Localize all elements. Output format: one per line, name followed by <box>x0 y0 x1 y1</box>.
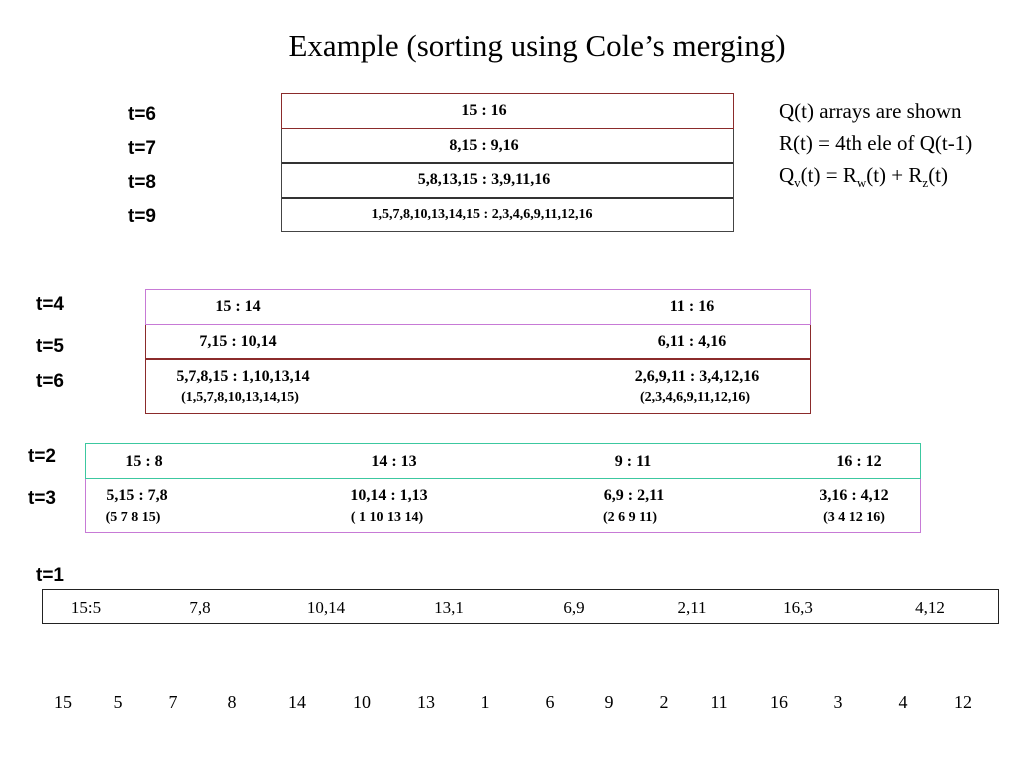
time-label-t2: t=2 <box>28 446 56 467</box>
legend-notes: Q(t) arrays are shown R(t) = 4th ele of … <box>779 95 972 199</box>
pair-t1-4: 13,1 <box>434 598 464 617</box>
array-t5-right: 6,11 : 4,16 <box>657 333 727 350</box>
row-box-t2 <box>85 443 921 479</box>
row-box-t6 <box>281 93 734 129</box>
input-value: 1 <box>480 692 490 712</box>
array-t9: 1,5,7,8,10,13,14,15 : 2,3,4,6,9,11,12,16 <box>371 207 593 222</box>
time-label-t1: t=1 <box>36 565 64 586</box>
pair-t1-7: 16,3 <box>783 598 813 617</box>
merged-t6-right: (2,3,4,6,9,11,12,16) <box>639 390 751 405</box>
divider-t5-t6 <box>146 358 810 360</box>
array-t2-3: 9 : 11 <box>614 453 652 470</box>
merged-t3-3: (2 6 9 11) <box>602 510 658 525</box>
array-t2-4: 16 : 12 <box>836 453 882 470</box>
input-value: 3 <box>833 692 843 712</box>
time-label-t5: t=5 <box>36 336 64 357</box>
input-value: 6 <box>545 692 555 712</box>
time-label-t3: t=3 <box>28 488 56 509</box>
time-label-t4: t=4 <box>36 294 64 315</box>
time-label-t7: t=7 <box>128 138 156 159</box>
input-value: 15 <box>54 692 72 712</box>
divider-t7-t8 <box>282 162 733 164</box>
merged-t3-4: (3 4 12 16) <box>823 510 885 525</box>
pair-t1-8: 4,12 <box>915 598 945 617</box>
array-t3-2: 10,14 : 1,13 <box>350 487 428 504</box>
array-t5-left: 7,15 : 10,14 <box>199 333 277 350</box>
array-t4-left: 15 : 14 <box>215 298 261 315</box>
pair-t1-1: 15:5 <box>70 598 102 617</box>
array-t3-1: 5,15 : 7,8 <box>106 487 168 504</box>
pair-t1-2: 7,8 <box>189 598 211 617</box>
array-t3-3: 6,9 : 2,11 <box>603 487 665 504</box>
input-value: 7 <box>168 692 178 712</box>
array-t4-right: 11 : 16 <box>669 298 715 315</box>
input-value: 13 <box>417 692 435 712</box>
array-t3-4: 3,16 : 4,12 <box>819 487 889 504</box>
array-box-t1 <box>42 589 999 624</box>
merged-t3-1: (5 7 8 15) <box>105 510 161 525</box>
input-value: 10 <box>353 692 371 712</box>
note-q-formula: Qv(t) = Rw(t) + Rz(t) <box>779 163 949 191</box>
array-t6-right: 2,6,9,11 : 3,4,12,16 <box>634 368 760 385</box>
input-value: 5 <box>113 692 123 712</box>
note-q-arrays: Q(t) arrays are shown <box>779 99 962 123</box>
time-label-t6-top: t=6 <box>128 104 156 125</box>
array-t7: 8,15 : 9,16 <box>449 137 519 154</box>
merged-t6-left: (1,5,7,8,10,13,14,15) <box>181 390 299 405</box>
time-label-t6-mid: t=6 <box>36 371 64 392</box>
array-t6: 15 : 16 <box>461 102 507 119</box>
input-value: 9 <box>604 692 614 712</box>
pair-t1-6: 2,11 <box>677 598 707 617</box>
input-value: 2 <box>659 692 669 712</box>
array-t6-left: 5,7,8,15 : 1,10,13,14 <box>176 368 310 385</box>
input-value: 14 <box>288 692 306 712</box>
row-box-t4 <box>145 289 811 325</box>
divider-t8-t9 <box>282 197 733 199</box>
array-t2-2: 14 : 13 <box>371 453 417 470</box>
slide-title: Example (sorting using Cole’s merging) <box>288 28 786 63</box>
array-t8: 5,8,13,15 : 3,9,11,16 <box>417 171 551 188</box>
pair-t1-3: 10,14 <box>306 598 346 617</box>
note-r-definition: R(t) = 4th ele of Q(t-1) <box>779 131 973 155</box>
array-t2-1: 15 : 8 <box>125 453 163 470</box>
input-value: 16 <box>770 692 788 712</box>
merged-t3-2: ( 1 10 13 14) <box>350 510 424 525</box>
input-value: 12 <box>954 692 972 712</box>
time-label-t9: t=9 <box>128 206 156 227</box>
input-value: 4 <box>898 692 908 712</box>
input-value: 11 <box>710 692 728 712</box>
pair-t1-5: 6,9 <box>563 598 585 617</box>
input-value: 8 <box>227 692 237 712</box>
time-label-t8: t=8 <box>128 172 156 193</box>
